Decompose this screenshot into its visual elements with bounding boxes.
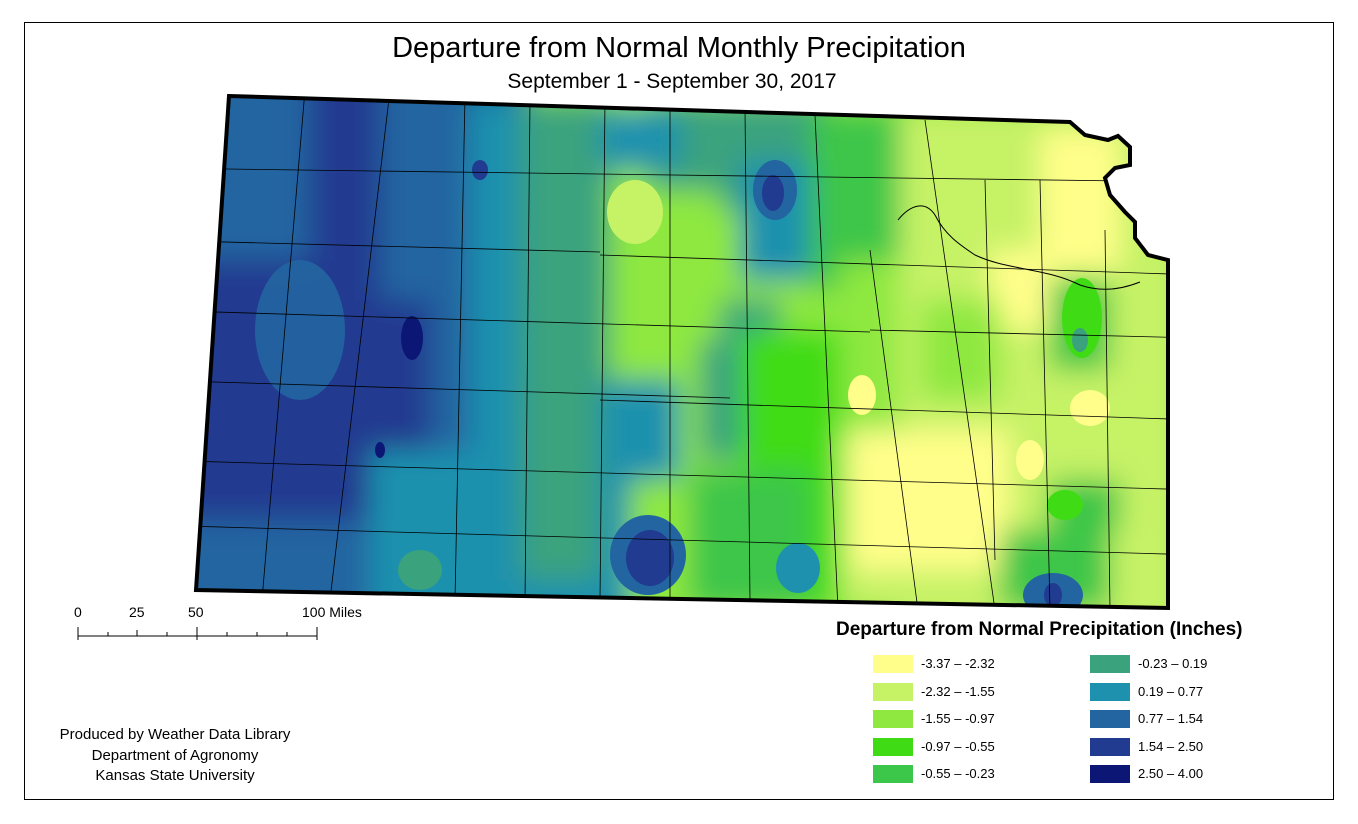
scale-tick-label: 0 — [74, 604, 82, 620]
legend-label: -1.55 – -0.97 — [921, 711, 995, 726]
legend: -3.37 – -2.32 -2.32 – -1.55 -1.55 – -0.97 -… — [873, 655, 1207, 795]
legend-swatch — [1090, 765, 1130, 783]
precipitation-surface — [196, 96, 1168, 608]
legend-label: -0.23 – 0.19 — [1138, 656, 1208, 671]
legend-label: 0.19 – 0.77 — [1138, 683, 1204, 699]
legend-label: 0.77 – 1.54 — [1138, 711, 1204, 726]
river-line — [897, 205, 1141, 290]
legend-swatch — [1090, 655, 1130, 673]
county-boundaries — [196, 96, 1168, 608]
scale-tick-label: 50 — [188, 604, 204, 620]
map-subtitle: September 1 - September 30, 2017 — [507, 70, 837, 93]
credit-line: Kansas State University — [95, 767, 255, 784]
scale-bar-ruler — [77, 627, 318, 640]
legend-swatch — [873, 765, 913, 783]
legend-label: -0.55 – -0.23 — [921, 766, 995, 781]
legend-label: -0.97 – -0.55 — [921, 738, 995, 754]
legend-title: Departure from Normal Precipitation (Inc… — [836, 619, 1243, 640]
scale-tick-label: 100 Miles — [302, 604, 362, 620]
legend-swatch — [1090, 682, 1130, 701]
legend-swatch — [873, 737, 913, 756]
scale-tick-label: 25 — [129, 604, 145, 620]
state-boundary — [193, 93, 1170, 611]
legend-label: 1.54 – 2.50 — [1138, 738, 1204, 754]
credits: Produced by Weather Data Library Departm… — [30, 725, 320, 787]
legend-label: -3.37 – -2.32 — [921, 656, 995, 671]
legend-swatch — [1090, 737, 1130, 756]
legend-label: -2.32 – -1.55 — [921, 683, 995, 699]
scale-bar: 0 25 50 100 Miles — [70, 604, 370, 644]
map-frame — [24, 22, 1334, 800]
legend-swatch — [873, 710, 913, 728]
credit-line: Department of Agronomy — [91, 746, 259, 764]
legend-swatch — [1090, 710, 1130, 728]
legend-label: 2.50 – 4.00 — [1138, 766, 1204, 781]
credit-line: Produced by Weather Data Library — [59, 726, 291, 743]
legend-swatch — [873, 682, 913, 701]
map-title: Departure from Normal Monthly Precipitat… — [392, 32, 966, 64]
legend-swatch — [873, 655, 913, 673]
